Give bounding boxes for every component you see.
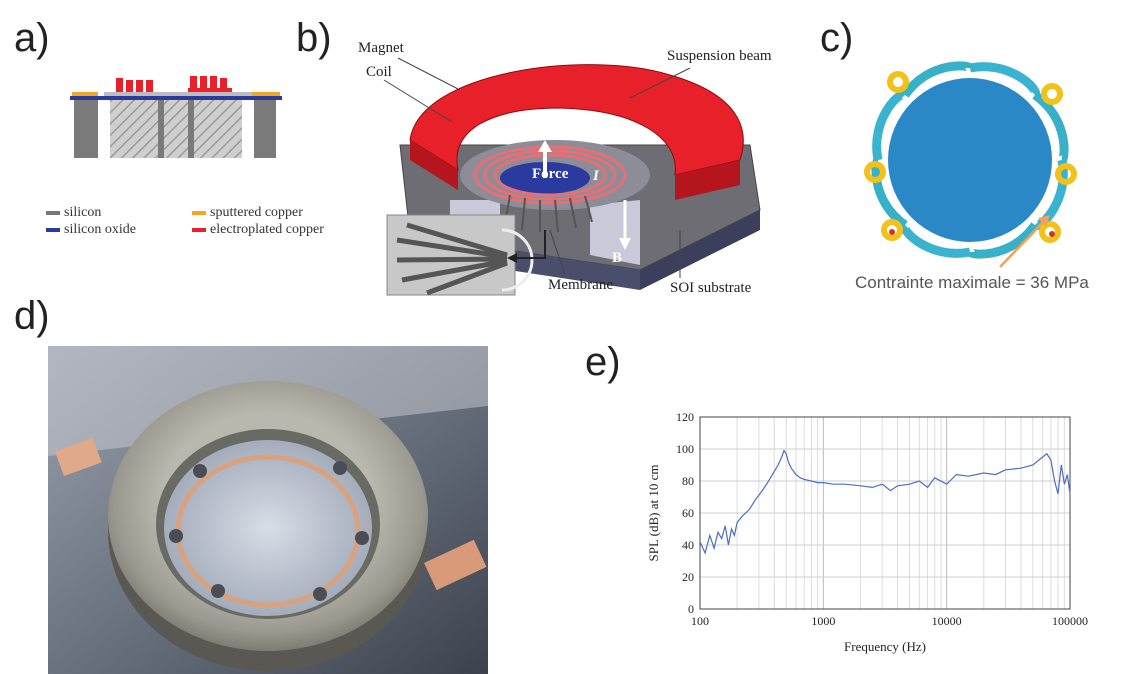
panel-a-cross-section — [70, 76, 282, 158]
panel-e-spl-chart: 0 20 40 60 80 100 120 100 1000 10000 100000 Frequ… — [646, 410, 1088, 654]
silicon-right-pillar — [254, 100, 276, 158]
y-tick-label: 40 — [682, 538, 694, 552]
callout-soi-substrate: SOI substrate — [670, 280, 752, 296]
x-axis-label: Frequency (Hz) — [844, 639, 926, 654]
legend-silicon: silicon — [46, 205, 101, 221]
electroplated-copper-swatch — [192, 227, 206, 232]
silicon-oxide-layer — [70, 96, 282, 100]
callout-magnet: Magnet — [358, 40, 404, 56]
legend-label: electroplated copper — [210, 222, 324, 237]
legend-electroplated-copper: electroplated copper — [192, 222, 324, 238]
suspension-beams — [871, 61, 1069, 259]
panel-c-stress-map — [864, 61, 1077, 268]
legend-sputtered-copper: sputtered copper — [192, 205, 303, 221]
callout-current: I — [593, 168, 599, 184]
photo-membrane — [164, 440, 372, 616]
silicon-swatch — [46, 210, 60, 215]
panel-d-device-photo — [48, 346, 488, 674]
x-tick-label: 100 — [691, 614, 709, 628]
panel-label-b: b) — [296, 16, 332, 60]
y-axis-label: SPL (dB) at 10 cm — [646, 464, 661, 561]
y-tick-label: 100 — [676, 442, 694, 456]
copper-pad-right — [424, 539, 487, 591]
callout-coil: Coil — [366, 64, 392, 80]
y-tick-label: 0 — [688, 602, 694, 616]
inset-pointer-arrow — [507, 230, 546, 263]
y-tick-label: 120 — [676, 410, 694, 424]
x-tick-label: 100000 — [1052, 614, 1088, 628]
max-stress-spots — [864, 71, 1077, 243]
legend-label: silicon oxide — [64, 222, 136, 237]
electroplated-copper — [116, 76, 232, 92]
panel-label-c: c) — [820, 16, 854, 60]
panel-label-d: d) — [14, 294, 50, 338]
panel-label-e: e) — [585, 340, 621, 384]
panel-label-a: a) — [14, 16, 50, 60]
copper-pad-left — [55, 437, 102, 476]
coil — [473, 145, 627, 205]
legend-label: silicon — [64, 205, 102, 220]
x-tick-labels: 100 1000 10000 100000 — [691, 614, 1088, 628]
y-tick-label: 60 — [682, 506, 694, 520]
legend-silicon-oxide: silicon oxide — [46, 222, 136, 238]
max-stress-label: Contrainte maximale = 36 MPa — [855, 273, 1089, 292]
magnet-ring — [409, 64, 744, 176]
x-tick-label: 10000 — [932, 614, 962, 628]
membrane-inset-image — [386, 214, 534, 296]
sputtered-copper-swatch — [192, 210, 206, 215]
y-tick-labels: 0 20 40 60 80 100 120 — [676, 410, 694, 616]
callout-field: B — [612, 250, 623, 266]
callout-membrane: Membrane — [548, 277, 613, 293]
legend-label: sputtered copper — [210, 205, 303, 220]
silicon-oxide-swatch — [46, 227, 60, 232]
stress-pointer-arrow — [999, 219, 1046, 268]
silicon-center — [110, 100, 242, 158]
y-tick-label: 80 — [682, 474, 694, 488]
plot-area — [699, 416, 1071, 610]
spl-series-line — [699, 449, 1071, 555]
x-tick-label: 1000 — [811, 614, 835, 628]
callout-force: Force — [532, 166, 569, 182]
callout-suspension-beam: Suspension beam — [667, 48, 772, 64]
sputtered-copper — [72, 92, 98, 96]
chart-grid — [699, 416, 1070, 610]
silicon-left-pillar — [74, 100, 98, 158]
y-tick-label: 20 — [682, 570, 694, 584]
